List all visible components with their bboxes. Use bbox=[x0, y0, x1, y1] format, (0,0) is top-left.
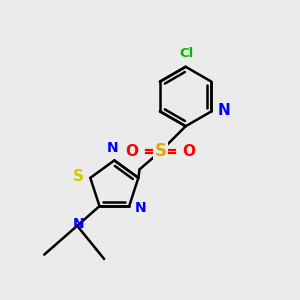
Text: N: N bbox=[73, 217, 85, 231]
Text: S: S bbox=[74, 169, 84, 184]
Text: Cl: Cl bbox=[179, 47, 194, 60]
Text: N: N bbox=[107, 141, 119, 155]
Text: N: N bbox=[134, 201, 146, 214]
Text: O: O bbox=[125, 144, 138, 159]
Text: O: O bbox=[182, 144, 195, 159]
Text: S: S bbox=[154, 142, 166, 160]
Text: N: N bbox=[218, 103, 231, 118]
